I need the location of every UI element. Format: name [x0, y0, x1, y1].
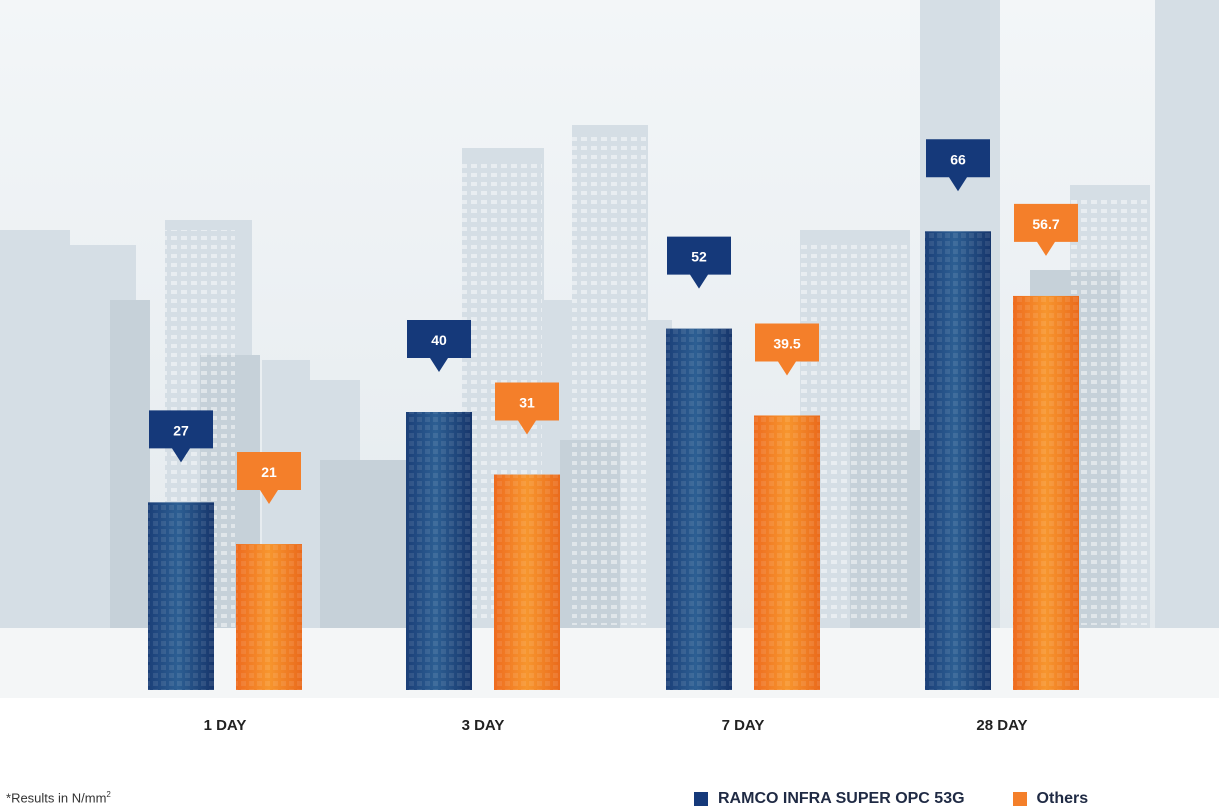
footnote-superscript: 2: [106, 790, 111, 799]
bar-texture-ramco-3: [925, 231, 991, 691]
callouts-layer: 27 21 40 31 52 39.5 66 56.7: [149, 139, 1078, 505]
legend: RAMCO INFRA SUPER OPC 53G Others: [694, 790, 1088, 808]
bars-layer: [148, 231, 1079, 691]
value-label-ramco-1: 40: [431, 332, 447, 348]
bar-texture-ramco-2: [666, 328, 732, 690]
category-labels-layer: 1 DAY 3 DAY 7 DAY 28 DAY: [204, 717, 1028, 734]
callout-ramco-0: [149, 410, 213, 463]
legend-item-others: Others: [1012, 790, 1089, 808]
category-label-3: 28 DAY: [976, 717, 1027, 734]
callout-others-2: [755, 323, 819, 376]
bar-texture-others-3: [1013, 295, 1079, 690]
bar-texture-ramco-1: [406, 412, 472, 690]
value-label-ramco-2: 52: [691, 249, 707, 265]
callout-others-3: [1014, 203, 1078, 256]
legend-label-ramco: RAMCO INFRA SUPER OPC 53G: [718, 790, 965, 807]
category-label-2: 7 DAY: [722, 717, 765, 734]
value-label-others-2: 39.5: [773, 335, 800, 351]
footnote: *Results in N/mm2: [6, 790, 111, 805]
legend-item-ramco: RAMCO INFRA SUPER OPC 53G: [694, 790, 965, 808]
value-label-ramco-3: 66: [950, 151, 966, 167]
footnote-text: Results in N/mm: [11, 790, 107, 806]
legend-swatch-ramco: [694, 792, 708, 806]
callout-ramco-2: [667, 236, 731, 289]
bar-texture-others-1: [494, 474, 560, 690]
value-label-others-0: 21: [261, 464, 277, 480]
callout-others-1: [495, 382, 559, 435]
category-label-0: 1 DAY: [204, 717, 247, 734]
bar-texture-others-2: [754, 415, 820, 690]
callout-others-0: [237, 452, 301, 505]
value-label-ramco-0: 27: [173, 422, 189, 438]
legend-swatch-others: [1012, 792, 1027, 806]
callout-ramco-1: [407, 320, 471, 372]
value-label-others-1: 31: [519, 395, 535, 411]
footnote-asterisk: *: [6, 790, 12, 806]
bar-texture-ramco-0: [148, 502, 214, 690]
value-label-others-3: 56.7: [1032, 216, 1059, 232]
bar-texture-others-0: [236, 544, 302, 690]
legend-label-others: Others: [1036, 790, 1089, 807]
category-label-1: 3 DAY: [462, 717, 505, 734]
callout-ramco-3: [926, 139, 990, 192]
